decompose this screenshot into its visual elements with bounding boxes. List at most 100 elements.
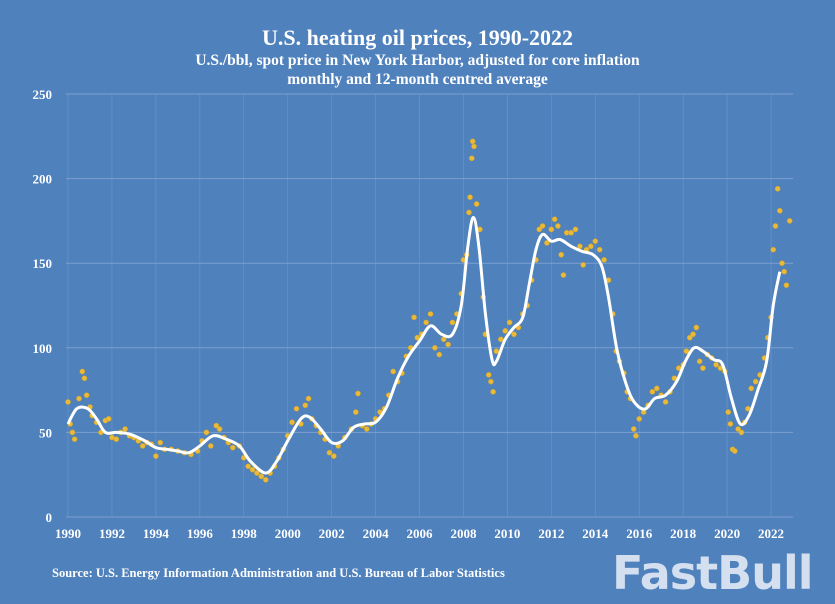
monthly-price-point (305, 395, 312, 402)
monthly-price-point (548, 226, 555, 233)
x-tick-label: 2004 (363, 526, 390, 541)
fastbull-watermark: FastBull (612, 546, 813, 600)
monthly-price-point (686, 334, 693, 341)
monthly-price-point (83, 392, 90, 398)
monthly-price-point (353, 409, 359, 415)
x-tick-label: 2006 (407, 526, 434, 541)
monthly-price-point (653, 385, 660, 392)
y-tick-label: 0 (46, 510, 53, 525)
monthly-price-point (580, 262, 586, 268)
chart-subtitle-2: monthly and 12-month centred average (287, 71, 548, 88)
monthly-price-point (355, 390, 361, 397)
x-tick-label: 1994 (143, 526, 170, 541)
monthly-price-point (727, 421, 734, 427)
monthly-price-point (157, 439, 164, 446)
monthly-price-point (81, 375, 88, 382)
monthly-price-point (302, 402, 309, 409)
x-tick-label: 2022 (758, 526, 784, 541)
monthly-price-point (502, 328, 509, 334)
monthly-price-point (498, 336, 504, 343)
y-tick-label: 100 (33, 341, 53, 356)
monthly-price-point (683, 348, 690, 354)
monthly-price-point (262, 476, 269, 483)
chart-title: U.S. heating oil prices, 1990-2022 (261, 25, 574, 50)
monthly-price-point (596, 246, 603, 253)
monthly-price-point (65, 399, 71, 405)
monthly-price-point (427, 311, 434, 317)
monthly-price-point (411, 314, 417, 321)
monthly-price-point (490, 388, 496, 395)
monthly-price-point (76, 395, 82, 402)
monthly-price-point (79, 368, 86, 375)
monthly-price-point (649, 388, 656, 395)
moving-average-line (66, 216, 782, 475)
monthly-price-point (633, 432, 639, 439)
monthly-price-point (592, 238, 599, 245)
x-tick-label: 2010 (494, 526, 520, 541)
monthly-price-point (555, 223, 561, 229)
monthly-price-point (289, 419, 295, 426)
monthly-price-point (774, 185, 781, 192)
monthly-price-point (601, 257, 607, 263)
monthly-price-point (731, 448, 738, 454)
monthly-price-point (738, 429, 745, 436)
monthly-price-point (105, 416, 112, 422)
x-tick-label: 2012 (538, 526, 564, 541)
chart-source: Source: U.S. Energy Information Administ… (52, 566, 505, 580)
monthly-price-point (229, 444, 236, 451)
x-tick-label: 2014 (582, 526, 609, 541)
monthly-price-point (539, 223, 546, 229)
monthly-price-point (630, 426, 637, 432)
monthly-price-point (568, 229, 574, 236)
x-tick-label: 1996 (187, 526, 214, 541)
monthly-price-point (245, 463, 251, 470)
monthly-price-point (536, 226, 543, 233)
monthly-price-point (693, 324, 700, 331)
monthly-price-point (467, 194, 473, 201)
monthly-price-point (423, 319, 429, 326)
y-tick-label: 200 (33, 172, 53, 187)
monthly-price-point (216, 426, 223, 432)
monthly-price-point (725, 409, 731, 415)
x-tick-label: 2002 (319, 526, 345, 541)
monthly-price-point (139, 443, 146, 449)
monthly-price-point (390, 368, 396, 375)
x-tick-label: 2008 (450, 526, 477, 541)
monthly-price-point (779, 260, 785, 267)
monthly-price-point (293, 405, 300, 412)
monthly-price-point (213, 422, 220, 429)
monthly-price-point (783, 282, 790, 288)
x-tick-label: 1992 (99, 526, 125, 541)
monthly-price-point (690, 331, 696, 338)
monthly-price-point (258, 473, 265, 480)
monthly-price-point (71, 436, 78, 442)
monthly-price-point (436, 351, 443, 358)
monthly-price-point (326, 449, 333, 456)
monthly-price-point (713, 361, 719, 368)
monthly-price-point (485, 372, 492, 378)
monthly-price-point (588, 243, 594, 250)
chart-subtitle: U.S./bbl, spot price in New York Harbor,… (195, 52, 640, 69)
monthly-price-point (748, 385, 755, 392)
monthly-price-point (662, 399, 669, 405)
x-tick-label: 2016 (626, 526, 653, 541)
monthly-price-point (471, 143, 477, 150)
monthly-price-point (69, 429, 76, 436)
monthly-price-point (113, 436, 120, 442)
monthly-price-point (696, 358, 703, 365)
monthly-price-point (560, 272, 567, 278)
monthly-price-point (544, 240, 550, 246)
monthly-price-point (331, 453, 337, 459)
monthly-price-point (558, 251, 565, 258)
monthly-price-point (772, 223, 779, 229)
monthly-price-point (786, 218, 793, 224)
monthly-price-point (572, 226, 579, 233)
monthly-price-point (249, 466, 256, 473)
monthly-price-point (473, 201, 480, 207)
monthly-price-point (700, 365, 706, 371)
monthly-price-point (414, 334, 421, 341)
monthly-price-point (449, 319, 456, 326)
monthly-price-point (636, 416, 643, 422)
monthly-price-point (122, 426, 128, 432)
